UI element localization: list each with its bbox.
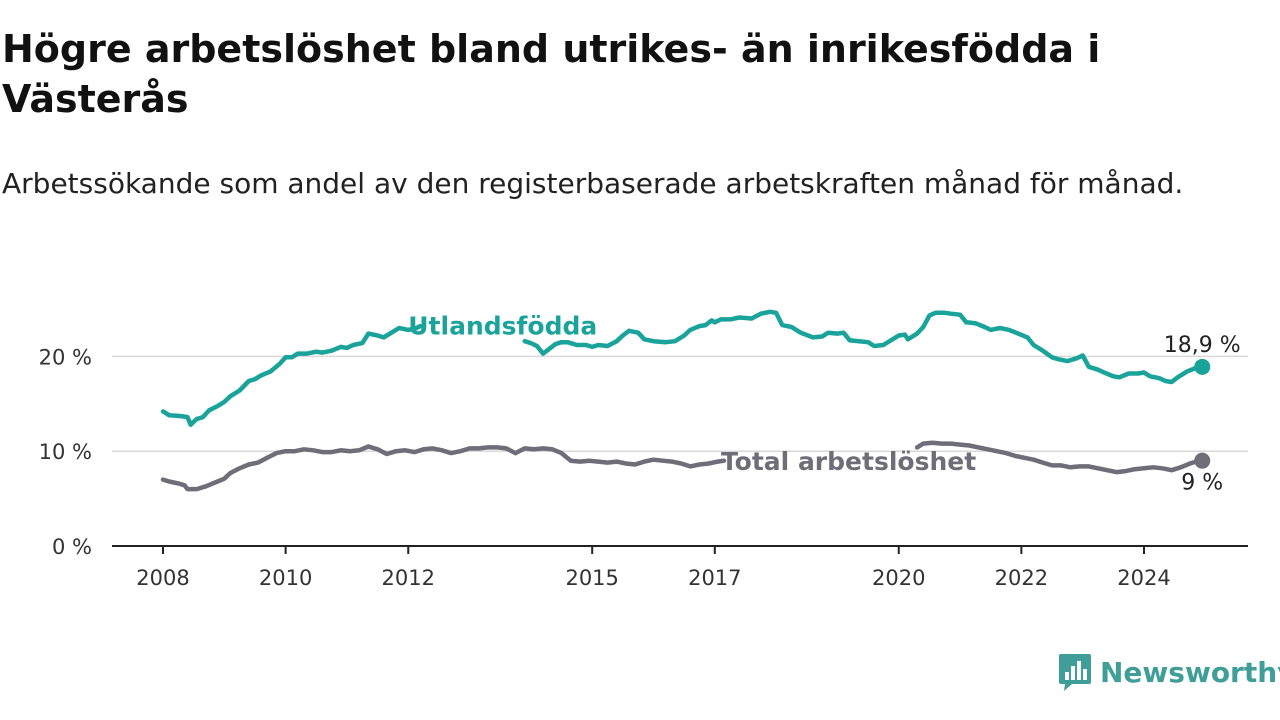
newsworthy-icon	[1059, 654, 1091, 691]
end-value-label-total: 9 %	[1181, 471, 1223, 496]
y-tick-label: 0 %	[52, 535, 92, 559]
chart-subtitle: Arbetssökande som andel av den registerb…	[2, 167, 1184, 200]
series-lines	[160, 309, 1211, 492]
series-label-total: Total arbetslöshet	[721, 447, 976, 476]
series-line-utlandsfodda-segment	[522, 309, 1205, 385]
x-tick-label: 2022	[995, 566, 1048, 590]
series-line-total-segment	[914, 440, 1205, 475]
chart-title: Högre arbetslöshet bland utrikes- än inr…	[2, 27, 1101, 121]
x-tick-label: 2010	[259, 566, 312, 590]
newsworthy-logo: Newsworthy	[1058, 652, 1280, 692]
y-tick-label: 20 %	[39, 345, 92, 369]
series-labels: Utlandsfödda Total arbetslöshet 18,9 % 9 %	[408, 312, 1240, 496]
series-line-total-segment	[160, 444, 727, 492]
end-value-label-utlandsfodda: 18,9 %	[1164, 333, 1241, 358]
x-tick-label: 2008	[136, 566, 189, 590]
x-tick-label: 2012	[382, 566, 435, 590]
x-tick-label: 2017	[688, 566, 741, 590]
series-line-utlandsfodda-segment	[160, 323, 423, 427]
x-tick-label: 2024	[1117, 566, 1170, 590]
series-endpoint-utlandsfodda	[1194, 358, 1211, 375]
series-endpoint-total	[1194, 452, 1211, 469]
y-axis-ticks: 0 % 10 % 20 %	[39, 345, 92, 559]
grid-lines	[112, 355, 1248, 452]
brand-name: Newsworthy	[1100, 655, 1280, 689]
series-label-utlandsfodda: Utlandsfödda	[408, 312, 597, 341]
y-tick-label: 10 %	[39, 440, 92, 464]
x-axis: 2008 2010 2012 2015 2017 2020 2022 2024	[112, 545, 1248, 590]
x-tick-label: 2015	[565, 566, 618, 590]
x-tick-label: 2020	[872, 566, 925, 590]
